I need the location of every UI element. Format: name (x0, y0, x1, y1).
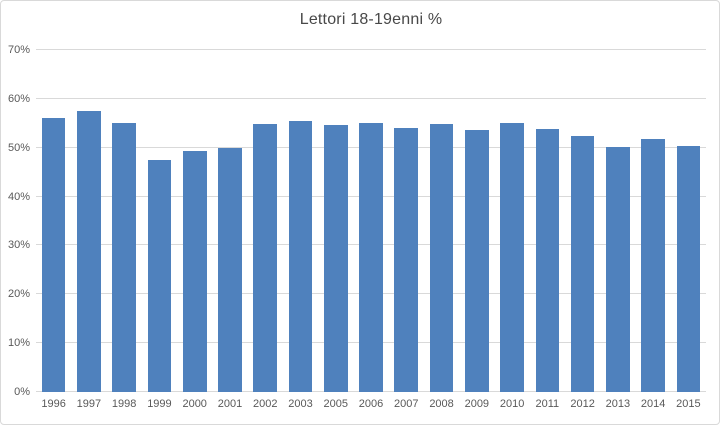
bar-slot (177, 50, 212, 392)
bar-slot (389, 50, 424, 392)
bar-slot (459, 50, 494, 392)
y-tick-label: 20% (7, 288, 30, 301)
x-axis-labels: 1996 1997 1998 1999 2000 2001 2002 2003 2005 2006… (36, 398, 706, 410)
bar-slot (494, 50, 529, 392)
x-tick-label: 1999 (147, 398, 172, 410)
x-tick-label: 2001 (217, 398, 243, 410)
bar-slot (71, 50, 106, 392)
x-tick-label: 2011 (535, 398, 560, 410)
bar-slot (671, 50, 706, 392)
bar-2012 (570, 136, 595, 392)
x-tick-label: 1998 (111, 398, 137, 410)
x-tick-label: 2013 (605, 398, 631, 410)
x-tick-label: 2008 (429, 398, 454, 410)
plot-area (36, 49, 706, 392)
bar-2015 (676, 145, 701, 392)
bar-slot (353, 50, 388, 392)
bar-slot (636, 50, 671, 392)
x-tick-label: 2006 (358, 398, 384, 410)
bar-2000 (182, 151, 207, 392)
x-tick-label: 2007 (394, 398, 419, 410)
y-tick-label: 30% (7, 239, 30, 252)
bar-2001 (218, 148, 242, 392)
bar-slot (530, 50, 565, 392)
bar-slot (212, 50, 247, 392)
bar-slot (283, 50, 318, 392)
bar-2002 (253, 124, 278, 392)
bar-1999 (147, 160, 172, 392)
bar-1998 (112, 123, 136, 392)
bar-1997 (77, 110, 101, 392)
x-tick-label: 2002 (252, 398, 278, 410)
bar-slot (424, 50, 459, 392)
y-axis-labels: 0% 10% 20% 30% 40% 50% 60% 70% (1, 44, 30, 398)
x-tick-label: 2005 (323, 398, 348, 410)
bar-2009 (465, 129, 489, 392)
bar-slot (142, 50, 177, 392)
bar-slot (107, 50, 142, 392)
bars-layer (36, 50, 706, 392)
x-tick-label: 2015 (676, 398, 701, 410)
x-tick-label: 2012 (570, 398, 595, 410)
x-tick-label: 1997 (76, 398, 102, 410)
bar-2005 (323, 124, 348, 392)
chart-title: Lettori 18-19enni % (299, 11, 443, 28)
y-tick-label: 10% (7, 337, 30, 350)
gridline (36, 49, 706, 50)
bar-2011 (535, 129, 560, 392)
bar-slot (565, 50, 600, 392)
bar-1996 (41, 118, 66, 392)
bar-2013 (606, 147, 630, 392)
gridline (36, 97, 706, 99)
x-tick-label: 1996 (41, 398, 66, 410)
bar-2014 (641, 138, 665, 392)
bar-slot (600, 50, 635, 392)
bar-2007 (394, 127, 419, 392)
y-tick-label: 70% (7, 44, 30, 56)
x-tick-label: 2000 (182, 398, 207, 410)
y-tick-label: 40% (7, 190, 30, 203)
x-tick-label: 2014 (640, 398, 666, 410)
bar-2008 (429, 123, 454, 392)
x-tick-label: 2010 (499, 398, 525, 410)
bar-2010 (500, 123, 524, 392)
bar-slot (36, 50, 71, 392)
bar-2003 (288, 121, 313, 392)
bar-slot (248, 50, 283, 392)
bar-2006 (359, 123, 383, 392)
y-tick-label: 50% (7, 141, 30, 154)
x-tick-label: 2003 (288, 398, 313, 410)
y-tick-label: 60% (7, 92, 30, 105)
bar-slot (318, 50, 353, 392)
x-tick-label: 2009 (464, 398, 490, 410)
y-tick-label: 0% (14, 386, 30, 398)
